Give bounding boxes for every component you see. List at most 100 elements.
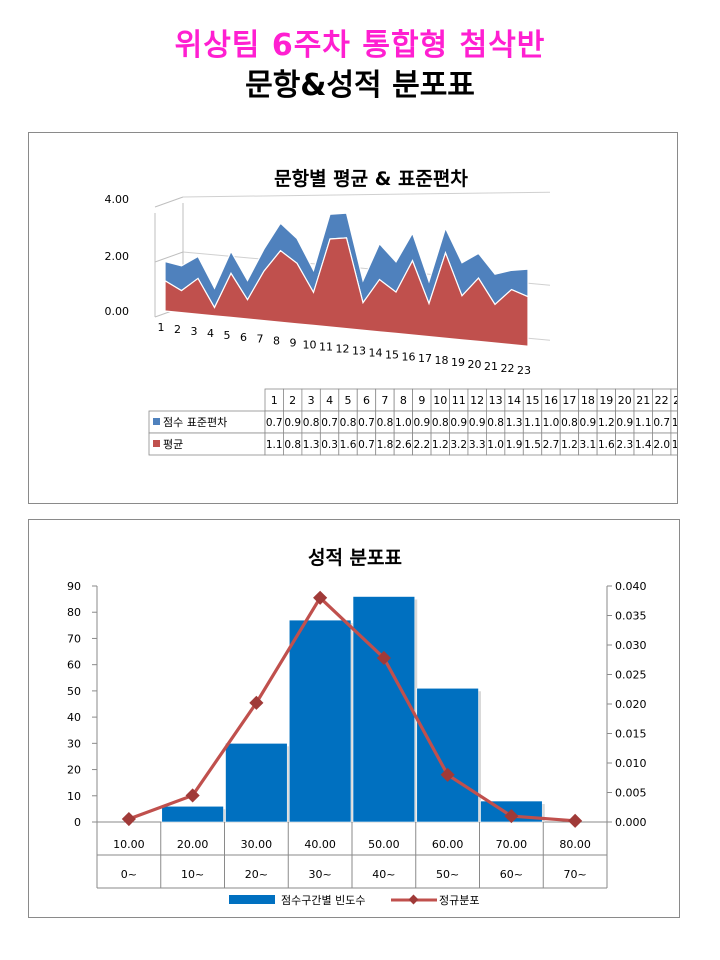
x-tick-label: 2 [174, 323, 181, 336]
x-tick-label: 70.00 [496, 838, 528, 851]
x-tick-label: 6 [240, 331, 247, 344]
table-header-label: 8 [400, 394, 407, 407]
table-header-label: 11 [452, 394, 466, 407]
table-cell-value: 0.8 [487, 417, 504, 429]
table-cell-value: 0.9 [616, 417, 633, 429]
x-tick-label: 20.00 [177, 838, 209, 851]
chart-title: 성적 분포표 [308, 547, 402, 569]
y-tick-label: 4.00 [105, 193, 130, 206]
table-cell-value: 0.8 [377, 417, 394, 429]
table-header-label: 2 [289, 394, 296, 407]
table-cell-value: 1.0 [672, 417, 677, 429]
table-cell-value: 1.5 [524, 439, 541, 451]
table-cell-value: 0.3 [321, 439, 338, 451]
table-cell-value: 1.1 [266, 439, 283, 451]
table-header-label: 1 [271, 394, 278, 407]
table-cell-value: 2.2 [413, 439, 430, 451]
table-header-label: 5 [345, 394, 352, 407]
x-subcategory-label: 10~ [181, 868, 204, 881]
x-subcategory-label: 40~ [372, 868, 395, 881]
x-tick-label: 19 [451, 356, 465, 369]
table-cell-value: 0.9 [450, 417, 467, 429]
legend-label-bars: 점수구간별 빈도수 [281, 894, 365, 907]
table-cell-value: 1.3 [303, 439, 320, 451]
x-tick-label: 3 [191, 325, 198, 338]
line-marker [185, 788, 200, 803]
y-tick-label: 80 [67, 606, 81, 619]
x-tick-label: 15 [385, 348, 399, 361]
x-tick-label: 11 [319, 341, 333, 354]
table-cell-value: 1.1 [524, 417, 541, 429]
table-cell-value: 0.9 [413, 417, 430, 429]
table-header-label: 16 [544, 394, 558, 407]
x-tick-label: 1 [158, 321, 165, 334]
x-tick-label: 7 [257, 333, 264, 346]
x-tick-label: 30.00 [241, 838, 273, 851]
y2-tick-label: 0.015 [615, 728, 647, 741]
x-subcategory-label: 20~ [245, 868, 268, 881]
bar-shadow [542, 804, 545, 822]
table-cell-value: 1.6 [598, 439, 615, 451]
table-header-label: 15 [526, 394, 540, 407]
chart-title: 문항별 평균 & 표준편차 [274, 168, 468, 190]
line-marker [249, 695, 264, 710]
bar [225, 743, 288, 823]
table-header-label: 18 [581, 394, 595, 407]
line-marker [121, 811, 136, 827]
table-header-label: 13 [489, 394, 503, 407]
table-row-label: 평균 [163, 438, 183, 451]
y-tick-label: 0.00 [105, 305, 130, 318]
table-header-label: 21 [636, 394, 650, 407]
x-subcategory-label: 0~ [121, 868, 137, 881]
table-cell-value: 2.7 [543, 439, 560, 451]
x-tick-label: 40.00 [304, 838, 336, 851]
table-cell-value: 1.0 [487, 439, 504, 451]
table-cell-value: 0.7 [358, 417, 375, 429]
normal-line [128, 595, 576, 823]
y-tick-label: 0 [74, 816, 81, 829]
table-cell-value: 0.8 [561, 417, 578, 429]
table-cell-value: 3.3 [469, 439, 486, 451]
table-header-label: 17 [562, 394, 576, 407]
table-cell-value: 0.8 [284, 439, 301, 451]
table-header-label: 10 [433, 394, 447, 407]
y-tick-label: 2.00 [105, 250, 130, 263]
x-subcategory-label: 70~ [564, 868, 587, 881]
table-header-label: 22 [655, 394, 669, 407]
x-tick-label: 50.00 [368, 838, 400, 851]
bar-shadow [223, 809, 226, 822]
y-tick-label: 10 [67, 790, 81, 803]
y2-tick-label: 0.030 [615, 639, 647, 652]
page-title-line2: 문항&성적 분포표 [245, 68, 475, 103]
grid-depth-line [154, 251, 184, 263]
x-tick-label: 16 [402, 350, 416, 363]
table-cell-value: 2.0 [653, 439, 670, 451]
table-cell-value: 0.9 [580, 417, 597, 429]
y-tick-label: 50 [67, 685, 81, 698]
legend-key-bars [229, 895, 275, 904]
table-header-label: 6 [363, 394, 370, 407]
line-marker [376, 650, 391, 666]
x-tick-label: 20 [468, 358, 482, 371]
line-marker [504, 809, 519, 824]
bar [161, 805, 224, 823]
x-tick-label: 14 [369, 346, 383, 359]
bar-shadow [414, 599, 418, 822]
table-header-label: 14 [507, 394, 521, 407]
y2-tick-label: 0.025 [615, 669, 647, 682]
y-tick-label: 40 [67, 711, 81, 724]
table-header-label: 12 [470, 394, 484, 407]
table-cell-value: 0.8 [432, 417, 449, 429]
avg-area [164, 237, 529, 347]
page-title-line1: 위상팀 6주차 통합형 첨삭반 [174, 28, 546, 63]
x-tick-label: 22 [501, 362, 515, 375]
x-subcategory-label: 30~ [309, 868, 332, 881]
grid-line [182, 191, 551, 198]
table-cell-value: 3.1 [580, 439, 597, 451]
y2-tick-label: 0.035 [615, 610, 647, 623]
x-tick-label: 13 [352, 344, 366, 357]
line-marker [440, 767, 455, 782]
table-cell-value: 1.8 [377, 439, 394, 451]
legend-key-marker [408, 894, 419, 905]
